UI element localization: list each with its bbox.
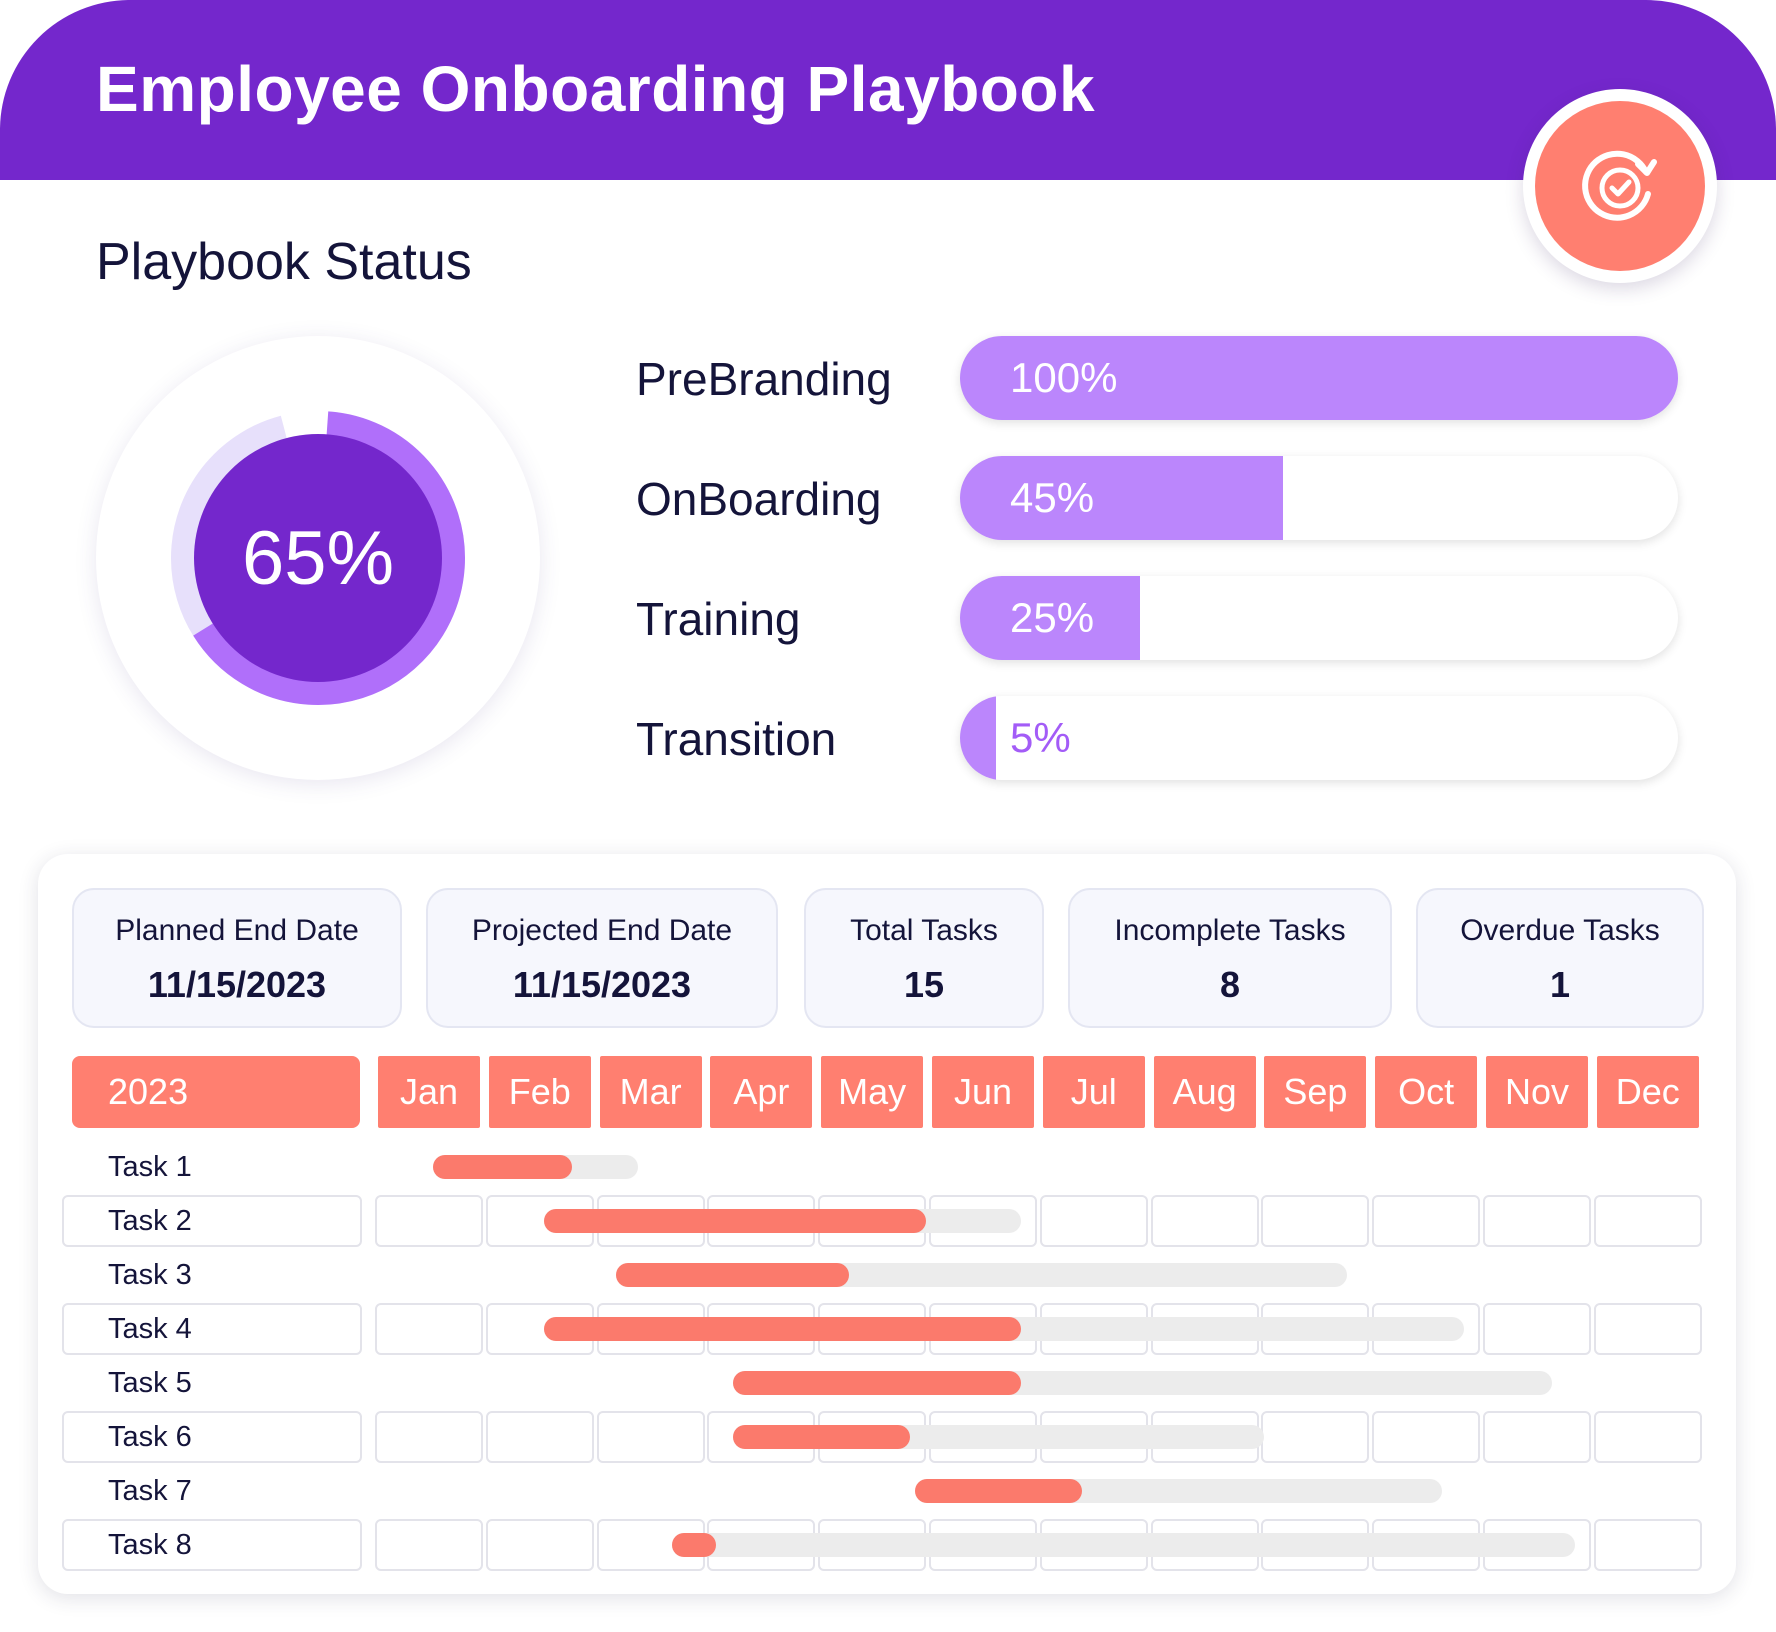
stat-incomplete-tasks: Incomplete Tasks 8: [1068, 888, 1392, 1028]
task-progress-bar[interactable]: [544, 1317, 1021, 1341]
task-label: Task 6: [108, 1421, 192, 1453]
stat-label: Projected End Date: [471, 914, 733, 947]
task-label: Task 2: [108, 1205, 192, 1237]
gantt-month-dec: Dec: [1596, 1056, 1699, 1128]
target-refresh-icon: [1582, 150, 1657, 221]
phase-percent: 25%: [1010, 594, 1095, 641]
gantt-month-jun: Jun: [932, 1056, 1034, 1128]
task-progress-bar[interactable]: [915, 1479, 1082, 1503]
task-progress-bar[interactable]: [671, 1533, 716, 1557]
stat-planned-end-date: Planned End Date 11/15/2023: [72, 888, 402, 1028]
phase-progress-bar: 25%: [960, 576, 1678, 660]
gantt-year-header: 2023: [72, 1056, 360, 1128]
phase-label: OnBoarding: [636, 473, 882, 525]
stat-value: 11/15/2023: [512, 964, 692, 1005]
gantt-label-cell: [62, 1411, 362, 1463]
gantt-grid-cell: [485, 1411, 594, 1463]
stat-value: 11/15/2023: [147, 964, 327, 1005]
overall-percent: 65%: [194, 434, 442, 682]
status-badge[interactable]: [1523, 89, 1717, 283]
phase-percent: 5%: [1010, 714, 1071, 761]
timeline-panel: Planned End Date 11/15/2023 Projected En…: [38, 854, 1736, 1594]
gantt-month-apr: Apr: [710, 1056, 813, 1128]
gantt-grid-cell: [375, 1411, 483, 1463]
gantt-label-cell: [62, 1195, 362, 1247]
phase-percent: 45%: [1010, 474, 1095, 521]
gantt-grid-cell: [1483, 1411, 1591, 1463]
task-progress-bar[interactable]: [433, 1155, 572, 1179]
gantt-grid-cell: [1261, 1411, 1370, 1463]
gantt-grid-cell: [1261, 1195, 1370, 1247]
gantt-grid-cell: [1039, 1195, 1148, 1247]
gantt-month-nov: Nov: [1486, 1056, 1588, 1128]
gantt-grid-cell: [375, 1519, 483, 1571]
gantt-month-jul: Jul: [1042, 1056, 1145, 1128]
gantt-grid-cell: [1372, 1411, 1481, 1463]
stat-label: Overdue Tasks: [1460, 914, 1660, 947]
gantt-grid-cell: [1593, 1519, 1702, 1571]
task-label: Task 4: [108, 1313, 192, 1345]
gantt-month-oct: Oct: [1375, 1056, 1478, 1128]
stat-value: 1: [1549, 964, 1571, 1005]
gantt-grid-cell: [1372, 1195, 1481, 1247]
gantt-grid-cell: [375, 1303, 483, 1355]
stat-overdue-tasks: Overdue Tasks 1: [1416, 888, 1704, 1028]
task-duration-bar[interactable]: [671, 1533, 1575, 1557]
stat-value: 8: [1219, 964, 1241, 1005]
gantt-grid-cell: [596, 1411, 705, 1463]
stat-total-tasks: Total Tasks 15: [804, 888, 1044, 1028]
phase-label: Training: [636, 593, 801, 645]
gantt-grid-cell: [485, 1519, 594, 1571]
gantt-label-cell: [62, 1303, 362, 1355]
task-progress-bar[interactable]: [732, 1425, 910, 1449]
section-title: Playbook Status: [96, 233, 472, 291]
stat-label: Total Tasks: [850, 914, 998, 947]
phase-progress-bar: 45%: [960, 456, 1678, 540]
task-label: Task 3: [108, 1259, 192, 1291]
phase-fill: [960, 336, 1678, 420]
phase-label: Transition: [636, 713, 837, 765]
phase-label: PreBranding: [636, 353, 892, 405]
gantt-grid-cell: [1593, 1195, 1702, 1247]
overall-progress-donut: 65%: [96, 336, 540, 780]
phase-percent: 100%: [1010, 354, 1118, 401]
task-progress-bar[interactable]: [616, 1263, 849, 1287]
task-label: Task 7: [108, 1475, 192, 1507]
stat-projected-end-date: Projected End Date 11/15/2023: [426, 888, 778, 1028]
task-label: Task 1: [108, 1151, 192, 1183]
task-progress-bar[interactable]: [732, 1371, 1021, 1395]
gantt-month-mar: Mar: [599, 1056, 702, 1128]
gantt-grid-cell: [1593, 1411, 1702, 1463]
phase-fill: [960, 456, 1284, 540]
gantt-grid-cell: [375, 1195, 483, 1247]
gantt-grid-cell: [1150, 1195, 1259, 1247]
gantt-grid-cell: [1593, 1303, 1702, 1355]
header-banner: Employee Onboarding Playbook: [0, 0, 1776, 180]
gantt-month-jan: Jan: [378, 1056, 480, 1128]
stat-label: Incomplete Tasks: [1114, 914, 1346, 947]
gantt-grid-cell: [1483, 1303, 1591, 1355]
stat-label: Planned End Date: [115, 914, 359, 947]
page-title: Employee Onboarding Playbook: [96, 53, 1096, 125]
gantt-grid-cell: [1483, 1195, 1591, 1247]
task-progress-bar[interactable]: [544, 1209, 927, 1233]
task-label: Task 8: [108, 1529, 192, 1561]
task-label: Task 5: [108, 1367, 192, 1399]
phase-progress-bar: 100%: [960, 336, 1678, 420]
phase-progress-bar: 5%: [960, 696, 1678, 780]
gantt-month-sep: Sep: [1264, 1056, 1367, 1128]
phase-fill: [960, 576, 1140, 660]
gantt-month-may: May: [821, 1056, 924, 1128]
gantt-month-aug: Aug: [1153, 1056, 1256, 1128]
stat-value: 15: [903, 964, 945, 1005]
gantt-label-cell: [62, 1519, 362, 1571]
gantt-month-feb: Feb: [488, 1056, 591, 1128]
badge-circle: [1535, 101, 1705, 271]
phase-fill: [960, 696, 996, 780]
